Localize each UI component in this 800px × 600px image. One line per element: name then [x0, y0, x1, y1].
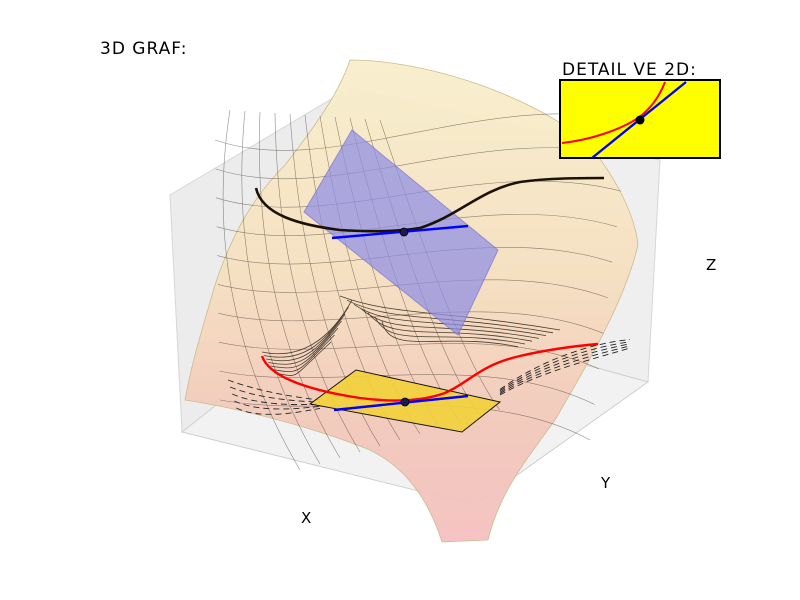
floor-contour — [499, 341, 631, 392]
surface-contour — [353, 304, 547, 336]
surface-contour — [346, 299, 554, 334]
surface-contour — [266, 313, 346, 362]
tangent-point-floor — [400, 397, 410, 407]
surface-contour — [272, 334, 335, 372]
surface-contour — [381, 321, 519, 348]
floor-contour — [236, 407, 321, 415]
axis-z-label: Z — [706, 256, 716, 274]
floor-contour — [499, 343, 631, 393]
figure-title: 3D GRAF: — [100, 39, 187, 59]
mesh-line — [274, 112, 361, 453]
tangent-point-surface — [399, 227, 409, 237]
axis-x-label: X — [301, 509, 311, 527]
surface-contours — [261, 295, 561, 376]
surface-contour — [261, 299, 353, 355]
floor-contour — [499, 347, 631, 396]
inset-tangent-point — [635, 115, 645, 125]
surface-contour — [270, 327, 339, 369]
surface-contour — [268, 320, 342, 365]
floor-contour — [234, 400, 321, 410]
floor-contour — [499, 345, 631, 394]
floor-contour — [227, 379, 321, 401]
floor-contour — [499, 339, 631, 390]
surface-contour — [339, 295, 561, 331]
surface-contour — [360, 308, 540, 339]
surface-contour — [374, 316, 526, 345]
mesh-line — [241, 110, 321, 465]
surface-curve — [254, 176, 605, 233]
inset-detail: DETAIL VE 2D: — [559, 60, 721, 159]
mesh-line — [218, 341, 600, 370]
mesh-line — [219, 370, 595, 405]
inset-title: DETAIL VE 2D: — [562, 60, 697, 80]
mesh-line — [218, 311, 604, 334]
mesh-line — [222, 109, 301, 471]
level-curve — [260, 342, 599, 402]
mesh-line — [259, 111, 341, 459]
surface-contour — [264, 306, 349, 358]
axis-y-label: Y — [600, 474, 611, 492]
surface-contour — [274, 341, 332, 376]
